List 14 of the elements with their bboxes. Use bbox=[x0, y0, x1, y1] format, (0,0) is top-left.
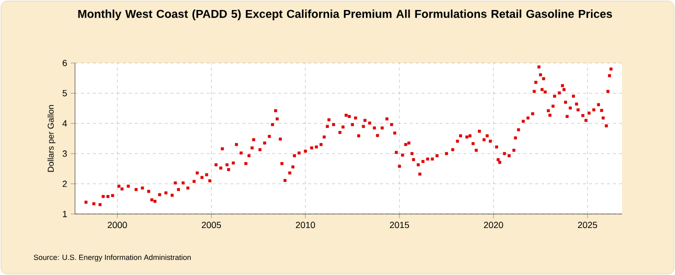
y-axis-title: Dollars per Gallon bbox=[48, 105, 56, 172]
x-tick-label: 2020 bbox=[484, 222, 504, 228]
x-tick-label: 2000 bbox=[108, 222, 127, 228]
x-tick-label: 2015 bbox=[390, 222, 410, 228]
y-tick-label: 4 bbox=[62, 120, 67, 126]
y-tick-label: 5 bbox=[62, 90, 67, 96]
chart-title: Monthly West Coast (PADD 5) Except California Premium All Formulations Retail Gasoline Prices bbox=[78, 10, 612, 20]
x-tick-label: 2010 bbox=[296, 222, 316, 228]
y-tick-label: 3 bbox=[62, 150, 67, 157]
x-tick-label: 2025 bbox=[578, 222, 598, 228]
y-tick-label: 2 bbox=[62, 180, 67, 187]
y-tick-label: 1 bbox=[62, 210, 67, 218]
y-tick-label: 6 bbox=[62, 60, 67, 66]
x-tick-label: 2005 bbox=[202, 222, 221, 228]
